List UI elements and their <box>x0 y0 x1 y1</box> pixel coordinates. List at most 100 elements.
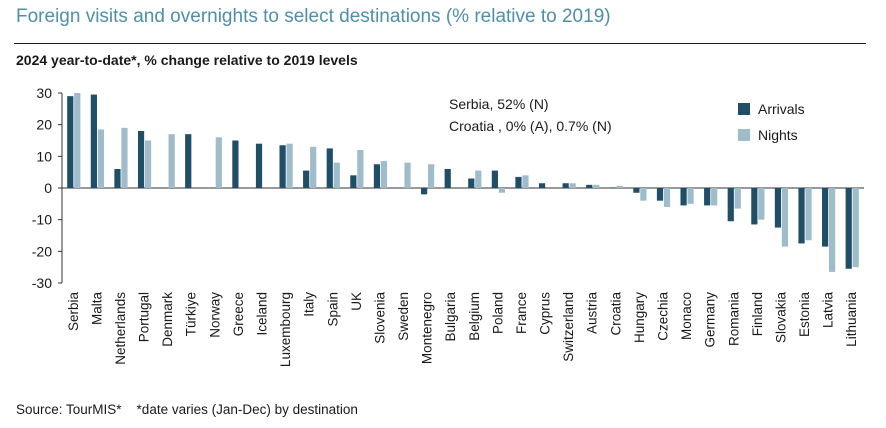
x-tick-label: Serbia <box>66 292 81 332</box>
x-tick-label: Türkiye <box>184 292 199 336</box>
x-tick-label: Poland <box>490 292 505 334</box>
bar-arrivals-malta <box>90 94 97 188</box>
bar-nights-portugal <box>144 140 152 188</box>
y-tick-label: 10 <box>36 148 52 164</box>
x-tick-label: Czechia <box>656 292 671 341</box>
y-tick-label: -10 <box>32 212 52 228</box>
bar-nights-hungary <box>640 188 647 201</box>
x-tick-label: Sweden <box>396 292 411 341</box>
x-tick-label: Italy <box>302 292 317 317</box>
x-tick-label: Spain <box>325 292 340 327</box>
annotation-croatia: Croatia , 0% (A), 0.7% (N) <box>449 118 612 134</box>
bar-nights-serbia <box>74 93 81 188</box>
bar-nights-austria <box>593 184 600 188</box>
bar-nights-malta <box>97 129 104 188</box>
y-tick-label: 20 <box>36 117 52 133</box>
legend-swatch-arrivals <box>738 103 750 115</box>
x-tick-label: Slovakia <box>773 292 788 344</box>
bar-arrivals-slovenia <box>373 164 381 188</box>
x-tick-label: Monaco <box>679 292 694 340</box>
bar-nights-belgium <box>475 170 482 188</box>
bar-nights-lithuania <box>852 188 859 268</box>
bar-arrivals-slovakia <box>774 188 782 228</box>
bar-arrivals-austria <box>586 184 593 188</box>
x-tick-label: Belgium <box>467 292 482 341</box>
x-tick-label: Iceland <box>255 292 270 336</box>
bar-arrivals-netherlands <box>114 169 121 188</box>
bar-arrivals-bulgaria <box>444 169 451 188</box>
bar-arrivals-lithuania <box>845 188 852 269</box>
bar-nights-slovakia <box>781 188 789 247</box>
bar-arrivals-monaco <box>680 188 687 206</box>
x-tick-label: Romania <box>726 292 741 347</box>
x-axis-labels: Serbia Malta Netherlands Portugal Denmark Tür… <box>66 292 859 368</box>
bar-arrivals-poland <box>491 170 498 188</box>
bar-nights-finland <box>758 188 765 220</box>
x-tick-label: Portugal <box>137 292 152 342</box>
bar-nights-uk <box>357 150 364 188</box>
bar-arrivals-italy <box>303 170 310 188</box>
bar-nights-latvia <box>829 188 836 272</box>
bar-nights-estonia <box>805 188 812 241</box>
bar-arrivals-hungary <box>633 188 640 193</box>
bar-nights-switzerland <box>569 183 576 188</box>
title-divider <box>14 43 866 44</box>
x-tick-label: Luxembourg <box>278 292 293 367</box>
x-tick-label: Estonia <box>797 292 812 338</box>
bar-nights-netherlands <box>121 127 128 188</box>
x-tick-label: Hungary <box>632 292 647 343</box>
bar-nights-denmark <box>168 134 175 188</box>
bar-nights-czechia <box>663 188 671 207</box>
bar-nights-croatia <box>616 185 623 188</box>
bar-arrivals-romania <box>727 188 734 222</box>
x-tick-label: Finland <box>750 292 765 336</box>
legend-item-nights: Nights <box>738 127 798 143</box>
bar-arrivals-switzerland <box>562 183 569 188</box>
x-tick-label: Cyprus <box>538 292 553 335</box>
bar-nights-slovenia <box>380 161 388 188</box>
bar-arrivals-montenegro <box>421 188 428 195</box>
bar-nights-luxembourg <box>286 143 293 188</box>
x-tick-label: Denmark <box>160 292 175 347</box>
x-tick-label: Switzerland <box>561 292 576 362</box>
x-tick-label: Lithuania <box>844 292 859 347</box>
legend-label-arrivals: Arrivals <box>758 101 805 117</box>
y-tick-label: -20 <box>32 243 52 259</box>
x-tick-label: Montenegro <box>420 292 435 364</box>
bar-arrivals-estonia <box>798 188 805 244</box>
bar-arrivals-iceland <box>255 143 263 188</box>
bar-nights-italy <box>310 146 317 188</box>
bar-nights-spain <box>333 162 340 188</box>
bar-nights-montenegro <box>428 164 435 188</box>
bar-arrivals-cyprus <box>538 183 546 188</box>
bar-arrivals-croatia <box>609 187 616 188</box>
bar-nights-monaco <box>687 188 694 204</box>
chart-title: Foreign visits and overnights to select … <box>16 6 611 27</box>
x-tick-label: Netherlands <box>113 292 128 365</box>
bar-arrivals-belgium <box>468 178 475 188</box>
x-tick-label: Greece <box>231 292 246 336</box>
legend-item-arrivals: Arrivals <box>738 101 805 117</box>
bar-arrivals-finland <box>751 188 758 225</box>
x-tick-label: Croatia <box>608 292 623 336</box>
x-tick-label: France <box>514 292 529 334</box>
bar-arrivals-latvia <box>822 188 829 247</box>
bar-arrivals-czechia <box>656 188 664 201</box>
x-tick-label: Latvia <box>821 292 836 329</box>
bars <box>67 93 859 272</box>
bar-nights-france <box>522 175 529 188</box>
x-tick-label: Norway <box>207 292 222 338</box>
x-tick-label: Bulgaria <box>443 292 458 342</box>
bar-arrivals-uk <box>350 175 357 188</box>
x-tick-label: Malta <box>89 292 104 326</box>
annotation-serbia: Serbia, 52% (N) <box>449 96 549 112</box>
y-tick-label: -30 <box>32 275 52 291</box>
bar-arrivals-luxembourg <box>279 145 286 188</box>
bar-arrivals-france <box>515 176 522 188</box>
x-tick-label: Austria <box>585 292 600 335</box>
y-tick-label: 0 <box>44 180 52 196</box>
bar-nights-germany <box>711 188 718 206</box>
bar-nights-sweden <box>404 162 411 188</box>
bar-nights-romania <box>734 188 741 209</box>
